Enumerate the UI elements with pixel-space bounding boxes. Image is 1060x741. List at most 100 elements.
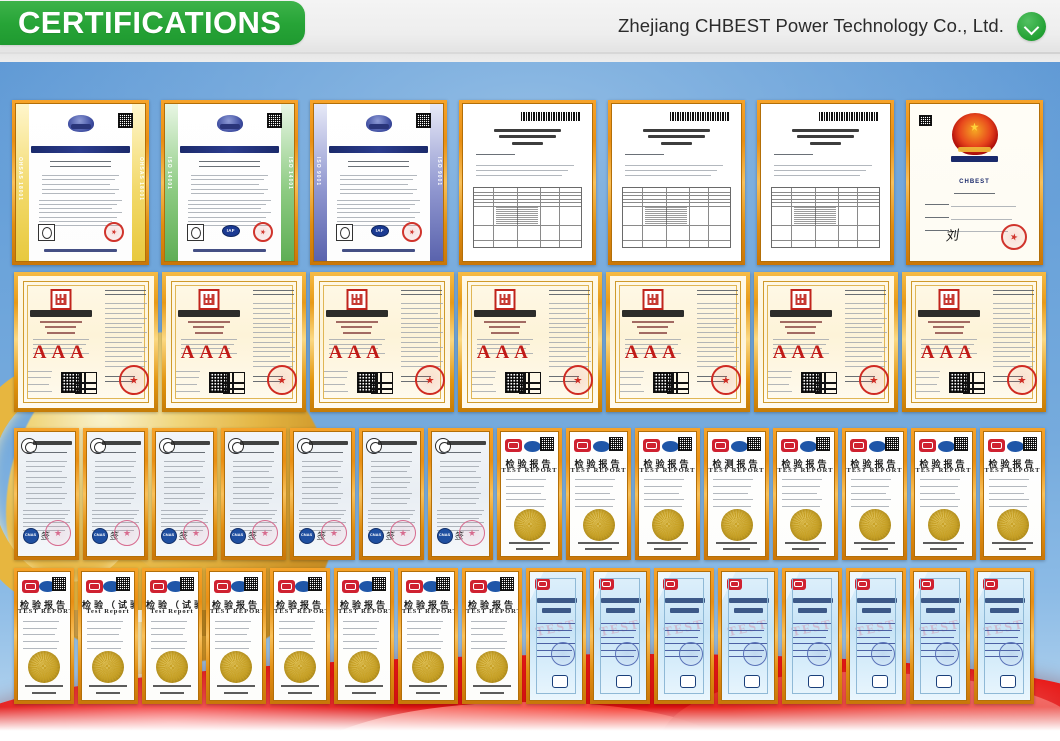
text-line [328, 338, 386, 340]
certificate-card[interactable]: 检测报告 TEST REPORT [704, 428, 769, 560]
certificate-card[interactable]: CNAS 签 [359, 428, 424, 560]
report-subtitle [798, 607, 827, 613]
certificate-card[interactable]: CNAS 签 [14, 428, 79, 560]
document-title [493, 129, 562, 133]
certificate-title [180, 146, 279, 154]
certificate-card[interactable]: CNAS 签 [221, 428, 286, 560]
certificate-card[interactable] [757, 100, 894, 265]
certificate-body: 检验报告 TEST REPORT [845, 431, 904, 557]
certificate-card[interactable]: TEST [782, 568, 842, 704]
certificate-card[interactable]: 检验报告 TEST REPORT [497, 428, 562, 560]
text-line [25, 487, 63, 489]
text-line [25, 465, 65, 467]
text-line [160, 529, 203, 531]
certificate-card[interactable]: TEST [846, 568, 906, 704]
certificate-card[interactable]: CHBEST 刘 [906, 100, 1043, 265]
table-row-divider [474, 202, 581, 204]
text-line [298, 525, 344, 527]
certificate-card[interactable]: CNAS 签 [428, 428, 493, 560]
text-line [337, 199, 420, 201]
report-title-cn: 检验报告 [781, 458, 830, 469]
text-line [644, 505, 682, 507]
certificate-card[interactable]: AAA [458, 272, 602, 412]
certificate-card[interactable]: 检验报告 TEST REPORT [206, 568, 266, 704]
text-line [993, 351, 1033, 353]
chevron-down-icon[interactable] [1017, 12, 1046, 41]
gold-embossed-seal [789, 508, 822, 541]
text-line [549, 303, 592, 305]
certificate-card[interactable]: 检验报告 TEST REPORT [398, 568, 458, 704]
certificate-card[interactable]: 检验报告 TEST REPORT [14, 568, 74, 704]
cqc-mark-icon [277, 579, 295, 593]
certificate-card[interactable]: AAA [162, 272, 306, 412]
text-line [163, 497, 203, 499]
certificate-card[interactable]: TEST [974, 568, 1034, 704]
certificate-card[interactable]: 检验报告 TEST REPORT [842, 428, 907, 560]
verification-seal [998, 642, 1023, 667]
certificate-card[interactable]: TEST [910, 568, 970, 704]
certificate-card[interactable]: TEST [718, 568, 778, 704]
report-title-cn: 检测报告 [712, 458, 761, 469]
certificate-sheet: CNAS 签 [87, 432, 144, 556]
certificate-card[interactable]: ISO 9001 ISO 9001 IAF [310, 100, 447, 265]
certificate-card[interactable]: AAA [902, 272, 1046, 412]
cnas-mark-icon [868, 440, 886, 452]
certificate-card[interactable]: TEST [590, 568, 650, 704]
certificate-sheet: 检验报告 TEST REPORT [402, 572, 454, 700]
certifier-crest-icon [216, 114, 243, 132]
certificate-card[interactable]: 检验报告 TEST REPORT [462, 568, 522, 704]
certificate-card[interactable]: 检验（试验）报告Test Report [78, 568, 138, 704]
text-line [232, 492, 274, 494]
issuer-seal [114, 520, 141, 547]
issuer-seal [321, 520, 348, 547]
text-line [301, 465, 341, 467]
certificate-card[interactable]: TEST [654, 568, 714, 704]
certificate-card[interactable]: 检验报告 TEST REPORT [911, 428, 976, 560]
issuer-name [853, 541, 896, 544]
certificate-card[interactable]: 检验报告 TEST REPORT [635, 428, 700, 560]
text-line [470, 641, 508, 643]
cnas-mark-icon [486, 580, 504, 592]
gold-embossed-seal [996, 508, 1029, 541]
certificate-card[interactable] [459, 100, 596, 265]
certificate-title [769, 309, 832, 317]
text-line [367, 514, 413, 516]
text-line [105, 336, 145, 338]
certificate-card[interactable]: ISO 14001 ISO 14001 IAF [161, 100, 298, 265]
certificate-card[interactable]: 检验报告 TEST REPORT [270, 568, 330, 704]
certificate-card[interactable]: CNAS 签 [290, 428, 355, 560]
text-line [91, 525, 137, 527]
text-line [160, 522, 209, 524]
text-line [773, 169, 867, 171]
cqc-footer-mark-icon [807, 675, 824, 689]
text-line [105, 341, 143, 343]
certificate-card[interactable]: AAA [754, 272, 898, 412]
text-line [697, 346, 740, 348]
barcode-icon [521, 111, 581, 121]
certificate-card[interactable]: AAA [606, 272, 750, 412]
text-line [920, 499, 961, 501]
report-title-cn: 检验（试验）报告 [82, 599, 134, 610]
cnas-mark-icon: CNAS [436, 527, 453, 544]
company-seal-icon [346, 288, 368, 310]
certificate-card[interactable]: AAA [14, 272, 158, 412]
certificate-card[interactable] [608, 100, 745, 265]
text-line [439, 487, 477, 489]
certificate-card[interactable]: 检验报告 TEST REPORT [566, 428, 631, 560]
certificate-card[interactable]: AAA [310, 272, 454, 412]
text-line [845, 303, 888, 305]
certificate-card[interactable]: 检验（试验）报告Test Report [142, 568, 202, 704]
certificate-card[interactable]: 检验报告 TEST REPORT [334, 568, 394, 704]
certificate-card[interactable]: 检验报告 TEST REPORT [980, 428, 1045, 560]
certificate-body: 检验报告 TEST REPORT [401, 571, 455, 701]
grade-text: AAA [624, 342, 681, 364]
certificate-card[interactable]: CNAS 签 [152, 428, 217, 560]
certificate-card[interactable]: CNAS 签 [83, 428, 148, 560]
certificate-card[interactable]: TEST [526, 568, 586, 704]
text-line [25, 451, 67, 453]
text-line [278, 641, 316, 643]
certificate-card[interactable]: OHSAS 18001 OHSAS 18001 [12, 100, 149, 265]
text-line [253, 308, 293, 310]
text-line [86, 620, 124, 622]
certificate-card[interactable]: 检验报告 TEST REPORT [773, 428, 838, 560]
